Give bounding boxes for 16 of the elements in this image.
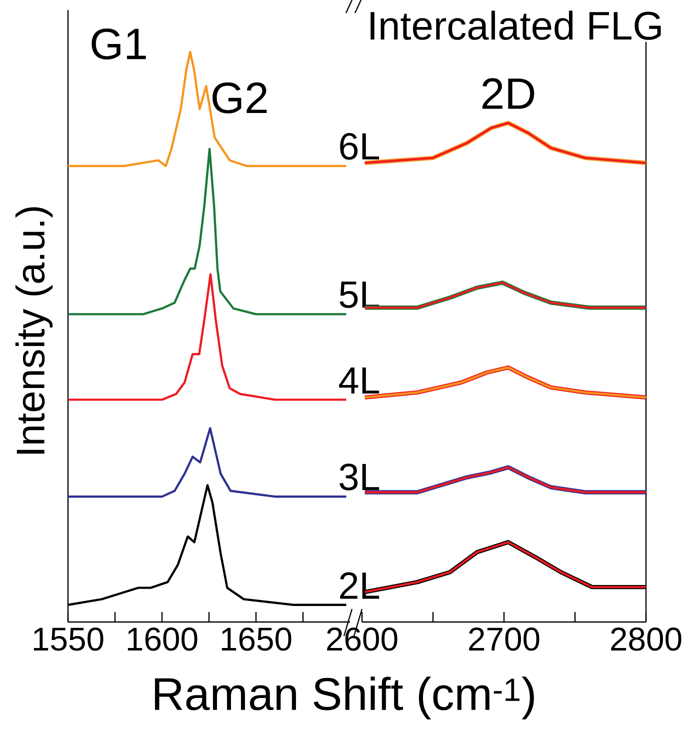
chart-title: Intercalated FLG (370, 10, 661, 40)
x-tick-label: 1650 (222, 628, 292, 651)
annotation: G2 (212, 82, 267, 114)
series-label: 2L (340, 572, 380, 599)
x-tick-label: 2600 (327, 628, 398, 651)
series-label: 3L (340, 464, 380, 490)
series-label: 6L (340, 132, 380, 160)
x-tick-label: 2800 (611, 628, 682, 651)
series-label: 4L (339, 367, 380, 394)
x-tick-label: 1550 (34, 628, 104, 651)
y-axis-title: Intensity (a.u.) (15, 207, 53, 454)
annotation: 2D (482, 78, 534, 109)
x-tick-label: 1600 (128, 628, 198, 651)
x-axis-title: Raman Shift (cm$^{-1}$) (154, 676, 534, 720)
x-tick-label: 2700 (469, 628, 540, 651)
annotation: G1 (92, 28, 146, 60)
